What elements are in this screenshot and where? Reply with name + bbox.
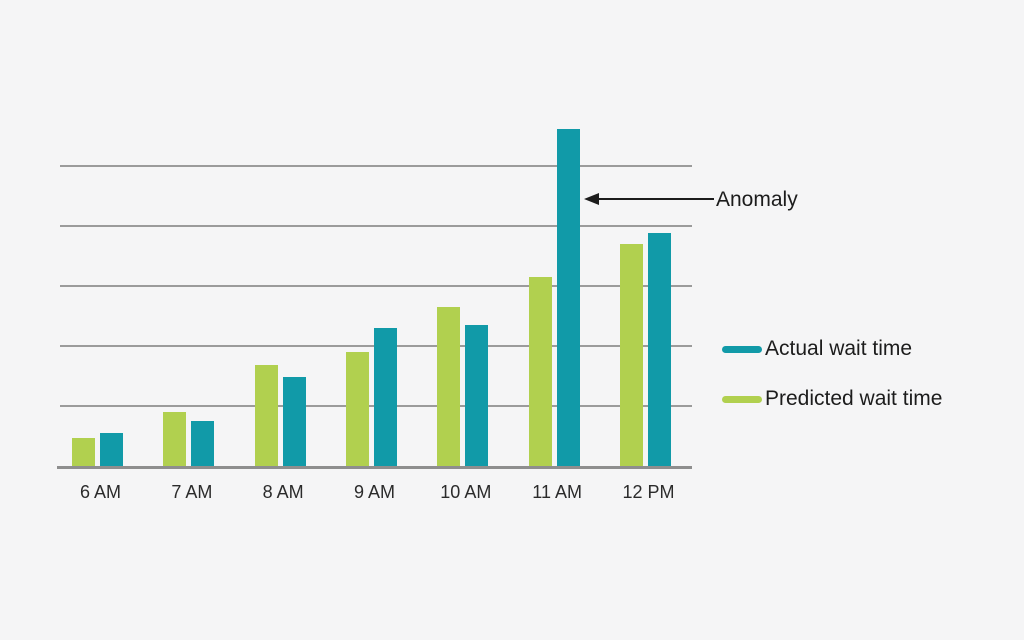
x-axis-line bbox=[57, 466, 692, 469]
bar-actual-6-am bbox=[100, 433, 123, 466]
bar-predicted-9-am bbox=[345, 352, 369, 466]
anomaly-label: Anomaly bbox=[716, 188, 798, 211]
x-tick-label-9-am: 9 AM bbox=[353, 482, 395, 502]
gridline-y-50 bbox=[60, 165, 692, 167]
x-tick-label-7-am: 7 AM bbox=[171, 482, 213, 502]
bar-actual-12-pm bbox=[647, 233, 671, 466]
gridline-y-30 bbox=[60, 285, 692, 287]
x-tick-label-10-am: 10 AM bbox=[440, 482, 492, 502]
bar-predicted-10-am bbox=[437, 307, 461, 466]
legend-label-predicted: Predicted wait time bbox=[765, 387, 943, 410]
x-tick-label-12-pm: 12 PM bbox=[622, 482, 675, 502]
bar-actual-11-am bbox=[556, 128, 580, 466]
bar-predicted-7-am bbox=[163, 412, 187, 466]
bar-predicted-6-am bbox=[72, 437, 95, 466]
x-tick-label-8-am: 8 AM bbox=[262, 482, 304, 502]
bar-predicted-11-am bbox=[528, 277, 552, 466]
legend-item-actual: Actual wait time bbox=[722, 337, 942, 361]
legend-swatch-predicted bbox=[722, 395, 762, 403]
anomaly-arrow-head-icon bbox=[584, 193, 599, 205]
legend-label-actual: Actual wait time bbox=[765, 337, 913, 360]
x-tick-label-6-am: 6 AM bbox=[79, 482, 122, 502]
x-tick-label-11-am: 11 AM bbox=[532, 482, 582, 502]
gridline-y-40 bbox=[60, 225, 692, 227]
legend: Actual wait time Predicted wait time bbox=[722, 337, 942, 437]
bar-actual-7-am bbox=[191, 421, 215, 466]
bar-predicted-12-pm bbox=[619, 244, 643, 466]
bar-predicted-8-am bbox=[254, 365, 278, 466]
anomaly-arrow-line bbox=[596, 198, 714, 200]
bar-actual-8-am bbox=[282, 377, 306, 466]
legend-swatch-actual bbox=[722, 345, 762, 353]
bar-actual-9-am bbox=[373, 328, 397, 466]
legend-item-predicted: Predicted wait time bbox=[722, 387, 942, 411]
bar-actual-10-am bbox=[465, 325, 489, 466]
